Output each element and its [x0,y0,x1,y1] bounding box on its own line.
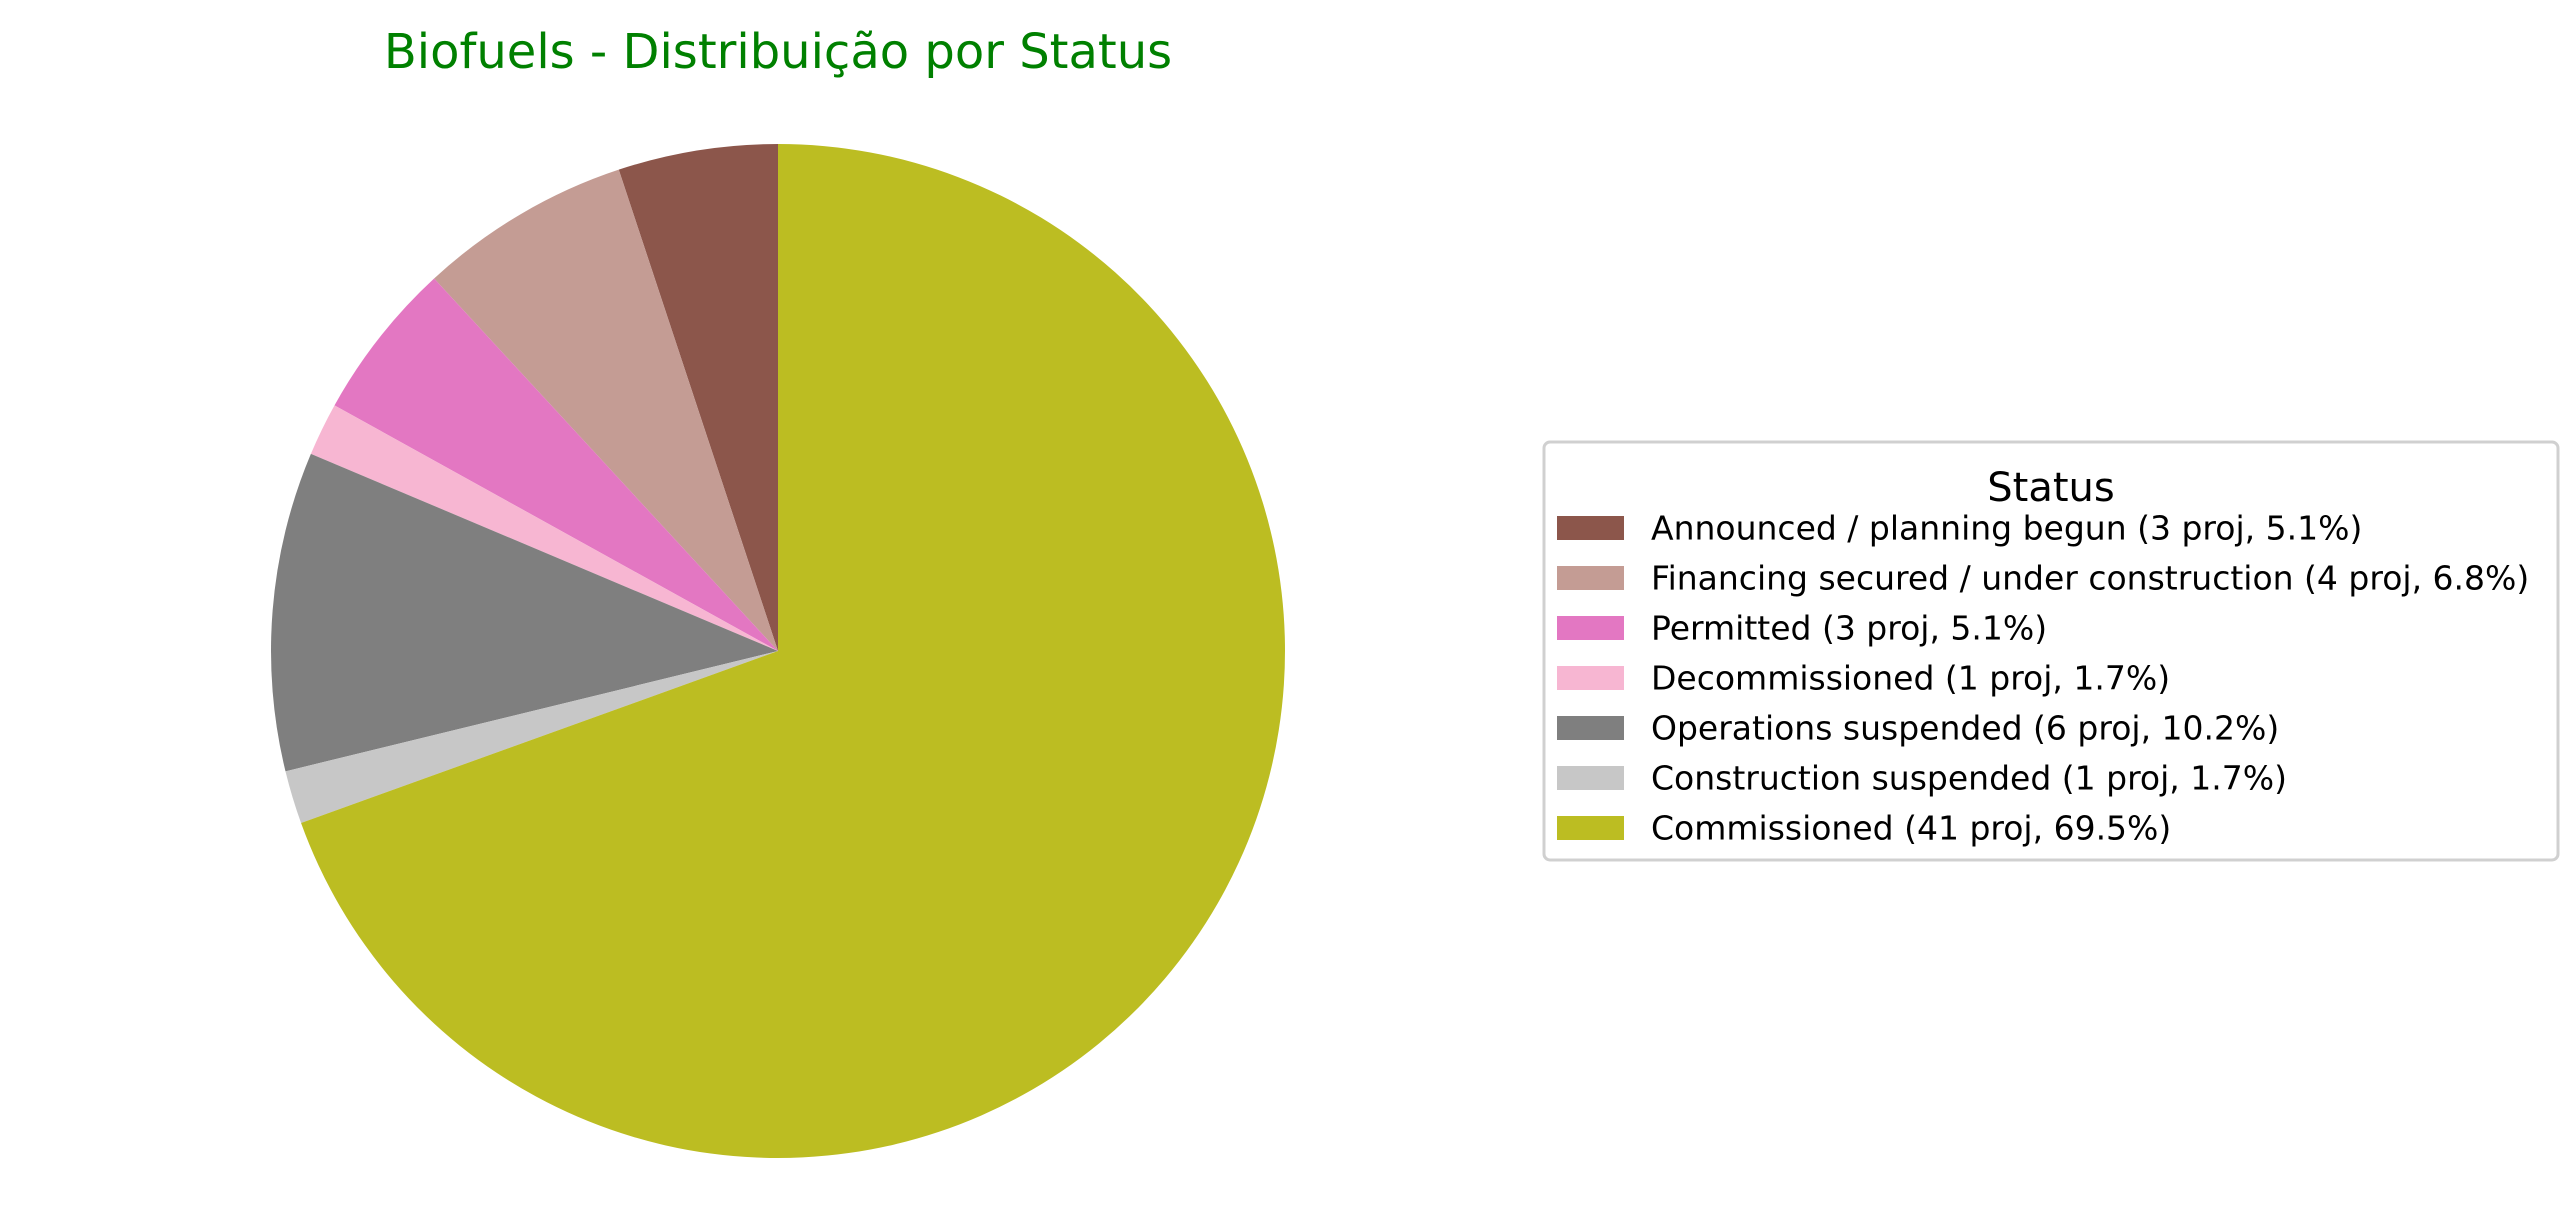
legend-label: Construction suspended (1 proj, 1.7%) [1651,759,2287,798]
legend-entry: Decommissioned (1 proj, 1.7%) [1557,659,2170,698]
legend-swatch [1557,716,1624,740]
pie-slice-commissioned [301,144,1285,1159]
legend-swatch [1557,816,1624,840]
legend-swatch [1557,516,1624,540]
legend-swatch [1557,666,1624,690]
pie-slice-financing-secured-under-construction [434,169,778,651]
chart-title: Biofuels - Distribuição por Status [384,24,1172,80]
legend-swatch [1557,616,1624,640]
legend: Status Announced / planning begun (3 pro… [1542,440,2560,862]
legend-label: Permitted (3 proj, 5.1%) [1651,609,2047,648]
legend-label: Decommissioned (1 proj, 1.7%) [1651,659,2170,698]
pie-slice-operations-suspended [271,453,778,772]
legend-entry: Permitted (3 proj, 5.1%) [1557,609,2047,648]
legend-label: Financing secured / under construction (… [1651,559,2529,598]
legend-entry: Announced / planning begun (3 proj, 5.1%… [1557,509,2362,548]
legend-entries: Announced / planning begun (3 proj, 5.1%… [1557,509,2529,848]
legend-entry: Commissioned (41 proj, 69.5%) [1557,809,2171,848]
legend-swatch [1557,766,1624,790]
legend-label: Operations suspended (6 proj, 10.2%) [1651,709,2279,748]
pie-slice-decommissioned [310,405,778,651]
legend-label: Announced / planning begun (3 proj, 5.1%… [1651,509,2362,548]
pie-slice-announced-planning-begun [618,144,778,651]
legend-entry: Operations suspended (6 proj, 10.2%) [1557,709,2279,748]
pie-slice-permitted [334,278,778,651]
legend-swatch [1557,566,1624,590]
pie-slices [271,144,1285,1159]
pie-slice-construction-suspended [285,651,778,823]
legend-title: Status [1987,465,2114,511]
legend-entry: Financing secured / under construction (… [1557,559,2529,598]
legend-label: Commissioned (41 proj, 69.5%) [1651,809,2171,848]
legend-box [1542,440,2560,862]
legend-entry: Construction suspended (1 proj, 1.7%) [1557,759,2287,798]
